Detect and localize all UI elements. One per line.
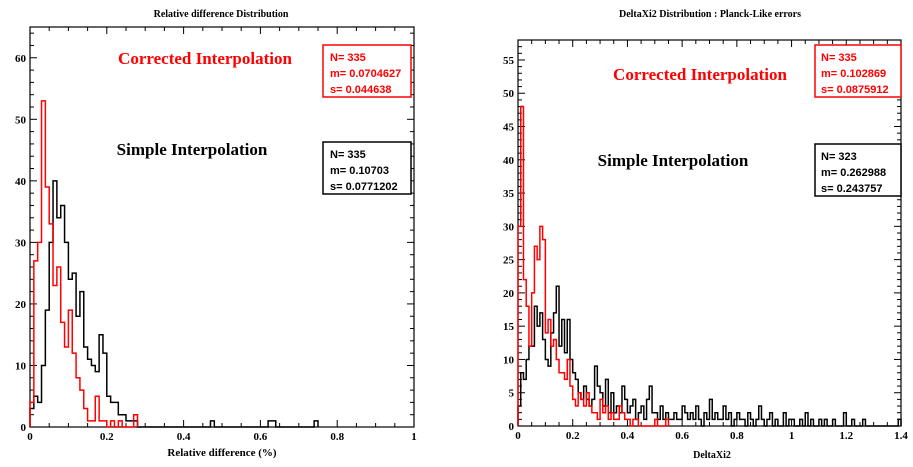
histogram-deltaxi2: 0 0.2 0.4 0.6 0.8 1 1.2 1.4 0 5 10 15 20 25 30 35 40 45 50… <box>503 9 908 461</box>
plot-area: 0 0.2 0.4 0.6 0.8 1 1.2 1.4 0 5 10 15 20 25 30 35 40 45 50… <box>503 39 908 442</box>
y-tick-label: 40 <box>15 176 27 188</box>
y-tick-label: 20 <box>15 299 27 311</box>
x-tick-label: 0.6 <box>675 430 689 442</box>
x-tick-label: 0 <box>515 430 521 442</box>
x-tick-label: 1 <box>411 431 417 443</box>
chart-panel-relative-difference: 0 0.2 0.4 0.6 0.8 1 0 10 20 30 40 50 60 Relative dif… <box>0 0 457 462</box>
stats-n-simple: N= 335 <box>330 149 366 161</box>
stats-box-corrected <box>322 44 412 98</box>
stats-s-simple: s= 0.0771202 <box>330 181 398 193</box>
y-tick-label: 60 <box>15 53 27 65</box>
y-tick-label: 0 <box>509 421 515 433</box>
y-tick-label: 35 <box>503 188 515 200</box>
stats-n-corrected: N= 335 <box>330 52 366 64</box>
x-tick-label: 0.8 <box>730 430 744 442</box>
y-tick-label: 0 <box>21 422 27 434</box>
y-tick-label: 5 <box>509 388 515 400</box>
x-tick-label: 1.2 <box>839 430 853 442</box>
x-tick-label: 1 <box>789 430 795 442</box>
stats-s-simple: s= 0.243757 <box>821 183 882 195</box>
histogram-series-corrected <box>517 105 670 427</box>
x-tick-label: 0.4 <box>621 430 635 442</box>
chart-panel-deltaxi2: 0 0.2 0.4 0.6 0.8 1 1.2 1.4 0 5 10 15 20 25 30 35 40 45 50… <box>457 0 913 462</box>
x-tick-label: 0 <box>27 431 33 443</box>
x-tick-label: 0.4 <box>177 431 191 443</box>
chart-title: Relative difference Distribution <box>154 9 289 20</box>
stats-m-simple: m= 0.262988 <box>821 167 886 179</box>
y-tick-label: 30 <box>15 237 27 249</box>
y-tick-label: 25 <box>503 255 515 267</box>
stats-box-simple <box>322 141 412 195</box>
annotation-corrected-interpolation: Corrected Interpolation <box>118 49 292 68</box>
y-tick-label: 50 <box>15 114 27 126</box>
y-tick-label: 40 <box>503 155 515 167</box>
annotation-corrected-interpolation: Corrected Interpolation <box>613 65 787 84</box>
histogram-series-corrected <box>29 100 139 428</box>
stats-box-corrected <box>814 44 902 98</box>
histogram-series-simple <box>29 180 319 428</box>
x-tick-label: 1.4 <box>894 430 908 442</box>
x-tick-label: 0.2 <box>100 431 114 443</box>
stats-s-corrected: s= 0.044638 <box>330 84 391 96</box>
annotation-simple-interpolation: Simple Interpolation <box>117 140 268 159</box>
x-tick-label: 0.2 <box>566 430 580 442</box>
stats-m-simple: m= 0.10703 <box>330 165 389 177</box>
y-tick-label: 10 <box>15 360 27 372</box>
stats-box-simple <box>814 143 902 197</box>
stats-m-corrected: m= 0.0704627 <box>330 68 401 80</box>
y-tick-label: 50 <box>503 88 515 100</box>
plot-frame <box>517 39 902 427</box>
stats-n-simple: N= 323 <box>821 151 857 163</box>
y-tick-label: 55 <box>503 55 515 67</box>
y-tick-label: 15 <box>503 321 515 333</box>
histogram-series-simple <box>517 285 902 427</box>
stats-s-corrected: s= 0.0875912 <box>821 84 889 96</box>
stats-m-corrected: m= 0.102869 <box>821 68 886 80</box>
y-tick-label: 30 <box>503 221 515 233</box>
x-axis-label: DeltaXi2 <box>693 450 731 461</box>
y-tick-label: 10 <box>503 354 515 366</box>
x-tick-label: 0.8 <box>330 431 344 443</box>
y-tick-label: 45 <box>503 122 515 134</box>
x-axis-label: Relative difference (%) <box>167 447 276 459</box>
y-tick-label: 20 <box>503 288 515 300</box>
chart-title: DeltaXi2 Distribution : Planck-Like erro… <box>619 9 801 20</box>
annotation-simple-interpolation: Simple Interpolation <box>598 151 749 170</box>
x-tick-label: 0.6 <box>254 431 268 443</box>
stats-n-corrected: N= 335 <box>821 52 857 64</box>
